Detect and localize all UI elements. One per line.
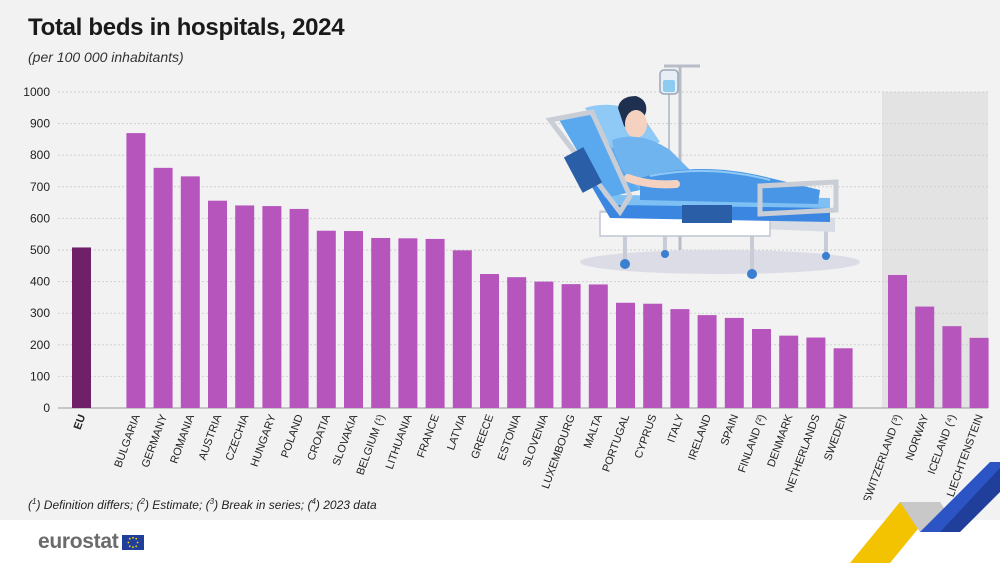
x-tick-label: GREECE <box>469 413 496 461</box>
y-tick-labels: 0 100 200 300 400 500 600 700 800 900 1000 <box>23 85 50 415</box>
bar-croatia <box>316 230 336 408</box>
footer-band <box>0 520 1000 563</box>
bar-hungary <box>262 206 282 408</box>
footnote: (1) Definition differs; (2) Estimate; (3… <box>28 497 377 512</box>
bar-poland <box>289 208 309 408</box>
bar-cyprus <box>643 303 663 408</box>
bar-norway <box>915 306 935 408</box>
bar-belgium <box>371 237 391 408</box>
x-tick-label: EU <box>72 413 89 432</box>
bar-netherlands <box>806 337 826 408</box>
chart-title: Total beds in hospitals, 2024 <box>28 14 345 41</box>
x-tick-label: SPAIN <box>719 413 741 447</box>
y-tick-label: 600 <box>30 211 50 225</box>
x-tick-label: ROMANIA <box>168 412 197 465</box>
x-tick-label: AUSTRIA <box>197 412 225 462</box>
bar-malta <box>588 284 608 408</box>
y-tick-label: 800 <box>30 148 50 162</box>
bar-austria <box>208 200 227 408</box>
bar-iceland <box>942 326 962 408</box>
x-tick-label: PORTUGAL <box>600 413 632 474</box>
x-tick-label: POLAND <box>279 413 306 460</box>
y-tick-label: 100 <box>30 369 50 383</box>
bar-liechtenstein <box>969 337 989 408</box>
bar-italy <box>670 309 690 408</box>
x-tick-label: LITHUANIA <box>384 412 415 471</box>
bar-latvia <box>452 250 472 408</box>
x-tick-label: DENMARK <box>765 412 795 468</box>
x-tick-label: SWEDEN <box>822 413 850 463</box>
bars <box>72 133 989 408</box>
x-tick-label: LATVIA <box>445 412 469 452</box>
x-tick-label: FRANCE <box>415 413 442 460</box>
bar-estonia <box>507 277 527 408</box>
y-tick-label: 500 <box>30 243 50 257</box>
y-tick-label: 0 <box>43 401 50 415</box>
patient-in-hospital-bed-icon <box>545 64 860 279</box>
x-tick-label: ESTONIA <box>496 412 524 462</box>
bar-slovakia <box>344 231 363 408</box>
bar-greece <box>480 274 499 408</box>
x-tick-label: GERMANY <box>140 412 171 469</box>
y-tick-label: 200 <box>30 338 50 352</box>
bar-portugal <box>616 302 635 408</box>
y-tick-label: 1000 <box>23 85 50 99</box>
bar-czechia <box>235 205 255 408</box>
bar-denmark <box>779 335 799 408</box>
y-tick-label: 300 <box>30 306 50 320</box>
x-tick-label: FINLAND (²) <box>736 413 768 475</box>
y-tick-label: 400 <box>30 275 50 289</box>
eurostat-logo: eurostat <box>38 530 145 554</box>
x-tick-label: MALTA <box>582 412 605 450</box>
x-tick-label: BELGIUM (¹) <box>355 413 388 477</box>
bar-finland <box>752 329 771 408</box>
x-tick-label: CZECHIA <box>224 412 252 462</box>
bar-luxembourg <box>561 284 581 408</box>
bar-sweden <box>833 348 853 408</box>
x-tick-label: NORWAY <box>904 412 932 462</box>
bar-germany <box>153 167 173 408</box>
x-tick-label: IRELAND <box>686 413 714 462</box>
chart-subtitle: (per 100 000 inhabitants) <box>28 49 184 65</box>
bar-bulgaria <box>126 133 146 408</box>
bar-ireland <box>697 315 717 408</box>
x-tick-label: BULGARIA <box>112 412 143 469</box>
bar-romania <box>180 176 200 408</box>
bar-lithuania <box>398 238 418 408</box>
x-tick-label: SLOVAKIA <box>331 412 361 467</box>
corner-decoration <box>850 462 1000 563</box>
logo-text: eurostat <box>38 530 119 553</box>
x-tick-label: SLOVENIA <box>521 412 551 468</box>
y-tick-label: 700 <box>30 180 50 194</box>
x-tick-label: CYPRUS <box>633 413 660 460</box>
eu-flag-icon <box>122 534 145 550</box>
x-tick-label: CROATIA <box>305 412 333 462</box>
bar-spain <box>724 317 744 408</box>
bar-slovenia <box>534 281 554 408</box>
y-tick-label: 900 <box>30 117 50 131</box>
x-tick-label: ITALY <box>666 412 687 444</box>
bar-france <box>425 238 445 408</box>
bar-switzerland <box>888 274 907 408</box>
x-tick-label: HUNGARY <box>249 412 279 468</box>
bar-eu <box>72 247 91 408</box>
